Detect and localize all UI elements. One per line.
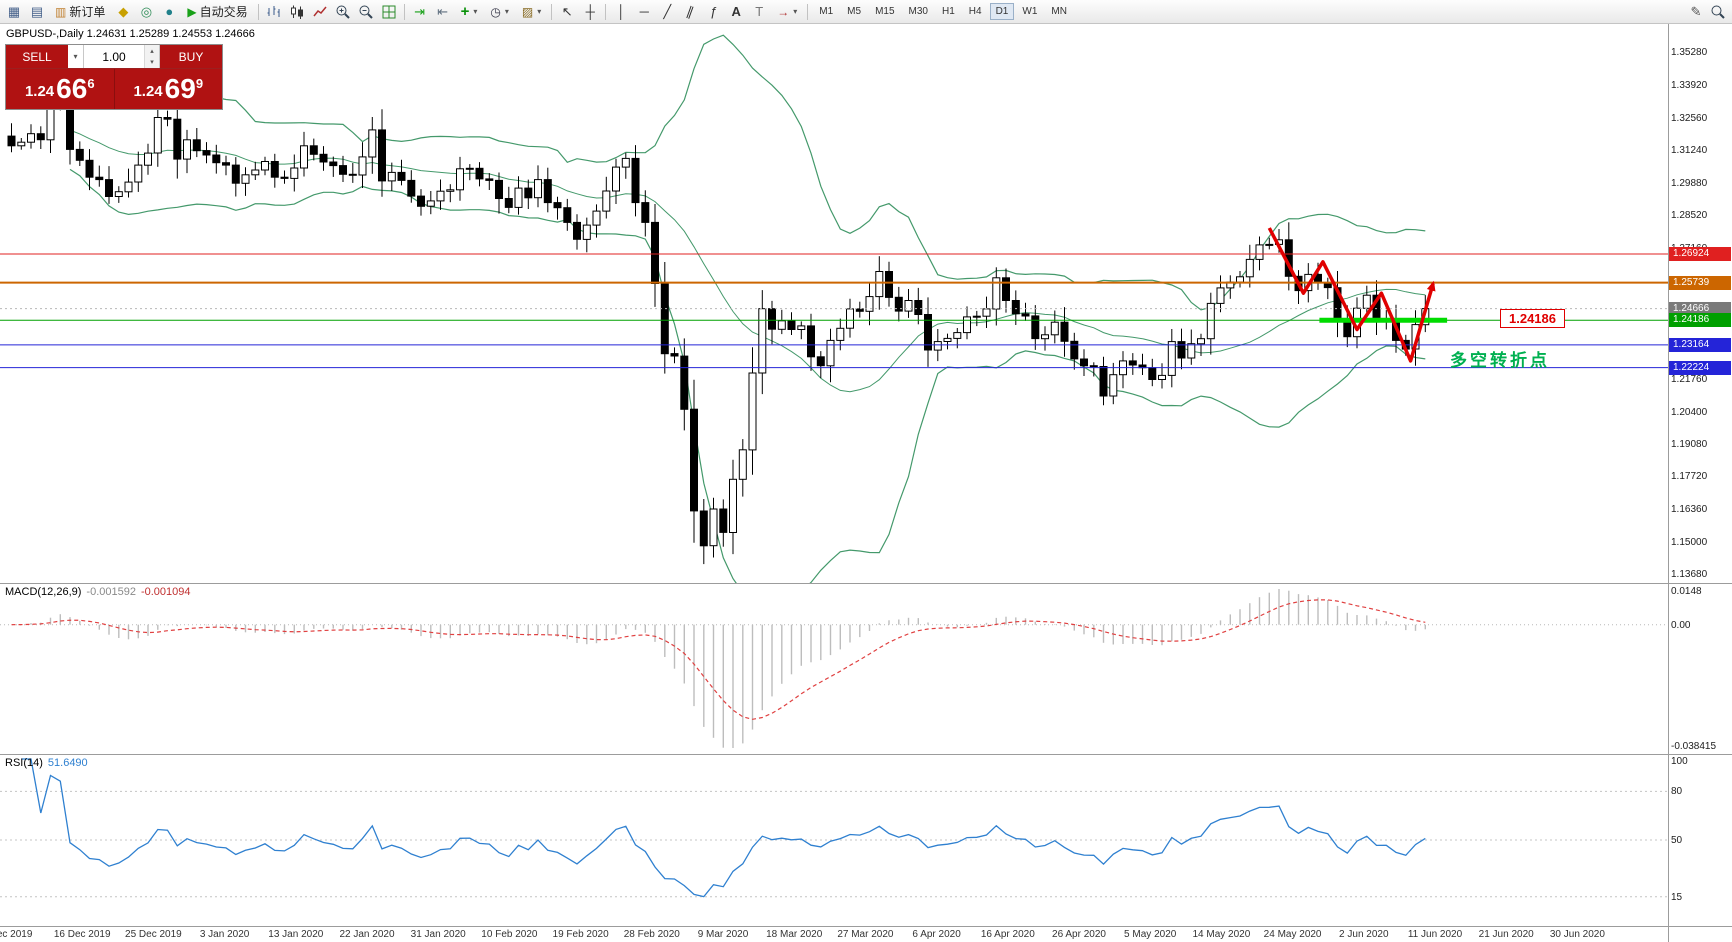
- chevron-down-icon: ▾: [537, 7, 542, 16]
- timeframe-m1[interactable]: M1: [819, 6, 834, 17]
- toolbar-separator: [257, 3, 259, 20]
- indicators-plus-icon: +: [460, 3, 470, 20]
- volume-down-icon[interactable]: ▾: [145, 56, 159, 68]
- zoom-out-icon[interactable]: [355, 2, 377, 22]
- chart-window-icon[interactable]: ▦: [7, 3, 21, 19]
- line-chart-icon[interactable]: [309, 2, 331, 22]
- sell-price-pipette: 6: [87, 76, 95, 91]
- rsi-value: 51.6490: [47, 757, 88, 769]
- panel-separator[interactable]: [0, 754, 1732, 755]
- templates-button[interactable]: ▨ ▾: [516, 2, 547, 22]
- panel-separator: [0, 926, 1732, 927]
- chevron-down-icon: ▾: [793, 7, 798, 16]
- trendline-icon[interactable]: ╱: [663, 3, 672, 19]
- text-label-icon[interactable]: T: [755, 4, 764, 19]
- macd-panel-plot[interactable]: [0, 583, 1668, 754]
- panel-separator[interactable]: [0, 583, 1732, 584]
- toolbar-separator: [551, 3, 553, 20]
- autotrading-button[interactable]: ▶ 自动交易: [181, 2, 253, 22]
- chart-ohlc-header: GBPUSD-,Daily 1.24631 1.25289 1.24553 1.…: [6, 28, 255, 40]
- buy-button[interactable]: BUY: [160, 45, 222, 68]
- sell-price-pips: 66: [56, 73, 88, 104]
- indicators-button[interactable]: + ▾: [455, 2, 484, 22]
- volume-box: ▴ ▾: [84, 45, 160, 68]
- timeframe-m30[interactable]: M30: [908, 6, 928, 17]
- tile-windows-icon[interactable]: [378, 2, 400, 22]
- timeframe-m5[interactable]: M5: [847, 6, 862, 17]
- macd-value-signal: -0.001094: [140, 586, 191, 598]
- buy-price-main: 1.24: [133, 83, 163, 100]
- price-level-flag[interactable]: 1.24186: [1500, 309, 1565, 328]
- main-chart-plot[interactable]: [0, 24, 1668, 583]
- toolbar-separator: [605, 3, 607, 20]
- new-order-icon: ▥: [55, 4, 67, 19]
- search-icon[interactable]: [1707, 2, 1729, 22]
- sell-price-main: 1.24: [24, 83, 55, 100]
- data-window-icon[interactable]: ◎: [140, 3, 153, 19]
- sell-button[interactable]: SELL: [6, 45, 68, 68]
- fibonacci-icon[interactable]: ƒ: [709, 4, 717, 19]
- sell-price-button[interactable]: 1.24 66 6: [6, 69, 115, 109]
- candlestick-chart-icon[interactable]: [286, 2, 308, 22]
- timeframe-group: M1 M5 M15 M30 H1 H4 D1 W1 MN: [812, 3, 1074, 20]
- edit-icon[interactable]: ✎: [1690, 3, 1702, 19]
- horizontal-line-icon[interactable]: ─: [639, 4, 649, 19]
- toolbar-separator: [403, 3, 405, 20]
- buy-price-button[interactable]: 1.24 69 9: [114, 69, 222, 109]
- timeframe-m15[interactable]: M15: [875, 6, 895, 17]
- auto-scroll-icon[interactable]: ⇥: [414, 3, 426, 19]
- buy-price-pips: 69: [164, 73, 196, 104]
- turning-point-note[interactable]: 多空转折点: [1450, 351, 1550, 370]
- arrow-shape-icon: →: [777, 4, 790, 19]
- cursor-icon[interactable]: ↖: [561, 3, 573, 19]
- timeframe-d1[interactable]: D1: [989, 3, 1015, 20]
- macd-header: MACD(12,26,9) -0.001592 -0.001094: [5, 586, 191, 598]
- volume-stepper: ▴ ▾: [144, 45, 159, 68]
- timeframe-h4[interactable]: H4: [968, 6, 982, 17]
- zoom-in-icon[interactable]: [332, 2, 354, 22]
- vertical-line-icon[interactable]: │: [617, 4, 626, 19]
- toolbar: ▦ ▤ ▥ 新订单 ◆ ◎ ● ▶ 自动交易: [0, 0, 1732, 24]
- price-axis[interactable]: [1668, 24, 1732, 942]
- periods-button[interactable]: ◷ ▾: [484, 2, 515, 22]
- bar-chart-icon[interactable]: [263, 2, 285, 22]
- shapes-button[interactable]: → ▾: [771, 2, 803, 22]
- crosshair-icon[interactable]: ┼: [585, 4, 595, 19]
- profiles-icon[interactable]: ▤: [30, 3, 44, 19]
- toolbar-separator: [807, 3, 809, 20]
- macd-title: MACD(12,26,9): [5, 586, 82, 598]
- chevron-down-icon: ▾: [473, 7, 478, 16]
- one-click-trading-widget: SELL ▾ ▴ ▾ BUY 1.24 66 6 1.24 69 9: [5, 44, 223, 110]
- volume-up-icon[interactable]: ▴: [145, 45, 159, 57]
- channel-icon[interactable]: ∥: [684, 2, 697, 20]
- chart-shift-icon[interactable]: ⇤: [437, 3, 449, 19]
- autotrading-play-icon: ▶: [187, 4, 197, 19]
- market-watch-icon[interactable]: ◆: [118, 3, 129, 19]
- buy-price-pipette: 9: [195, 76, 204, 91]
- chevron-down-icon: ▾: [504, 7, 509, 16]
- timeframe-w1[interactable]: W1: [1022, 6, 1038, 17]
- navigator-icon[interactable]: ●: [165, 4, 174, 19]
- autotrading-label: 自动交易: [199, 5, 248, 19]
- macd-value-main: -0.001592: [86, 586, 136, 598]
- toolbar-right-group: ✎: [1685, 2, 1729, 22]
- template-icon: ▨: [521, 4, 534, 19]
- new-order-button[interactable]: ▥ 新订单: [49, 2, 111, 22]
- volume-input[interactable]: [84, 45, 144, 68]
- order-type-dropdown[interactable]: ▾: [68, 45, 84, 68]
- rsi-title: RSI(14): [5, 757, 43, 769]
- timeframe-mn[interactable]: MN: [1051, 6, 1067, 17]
- new-order-label: 新订单: [69, 5, 106, 19]
- timeframe-h1[interactable]: H1: [941, 6, 955, 17]
- text-icon[interactable]: A: [731, 4, 741, 19]
- date-axis[interactable]: [0, 926, 1668, 942]
- rsi-panel-plot[interactable]: [0, 754, 1668, 926]
- clock-icon: ◷: [490, 4, 501, 19]
- rsi-header: RSI(14) 51.6490: [5, 757, 88, 769]
